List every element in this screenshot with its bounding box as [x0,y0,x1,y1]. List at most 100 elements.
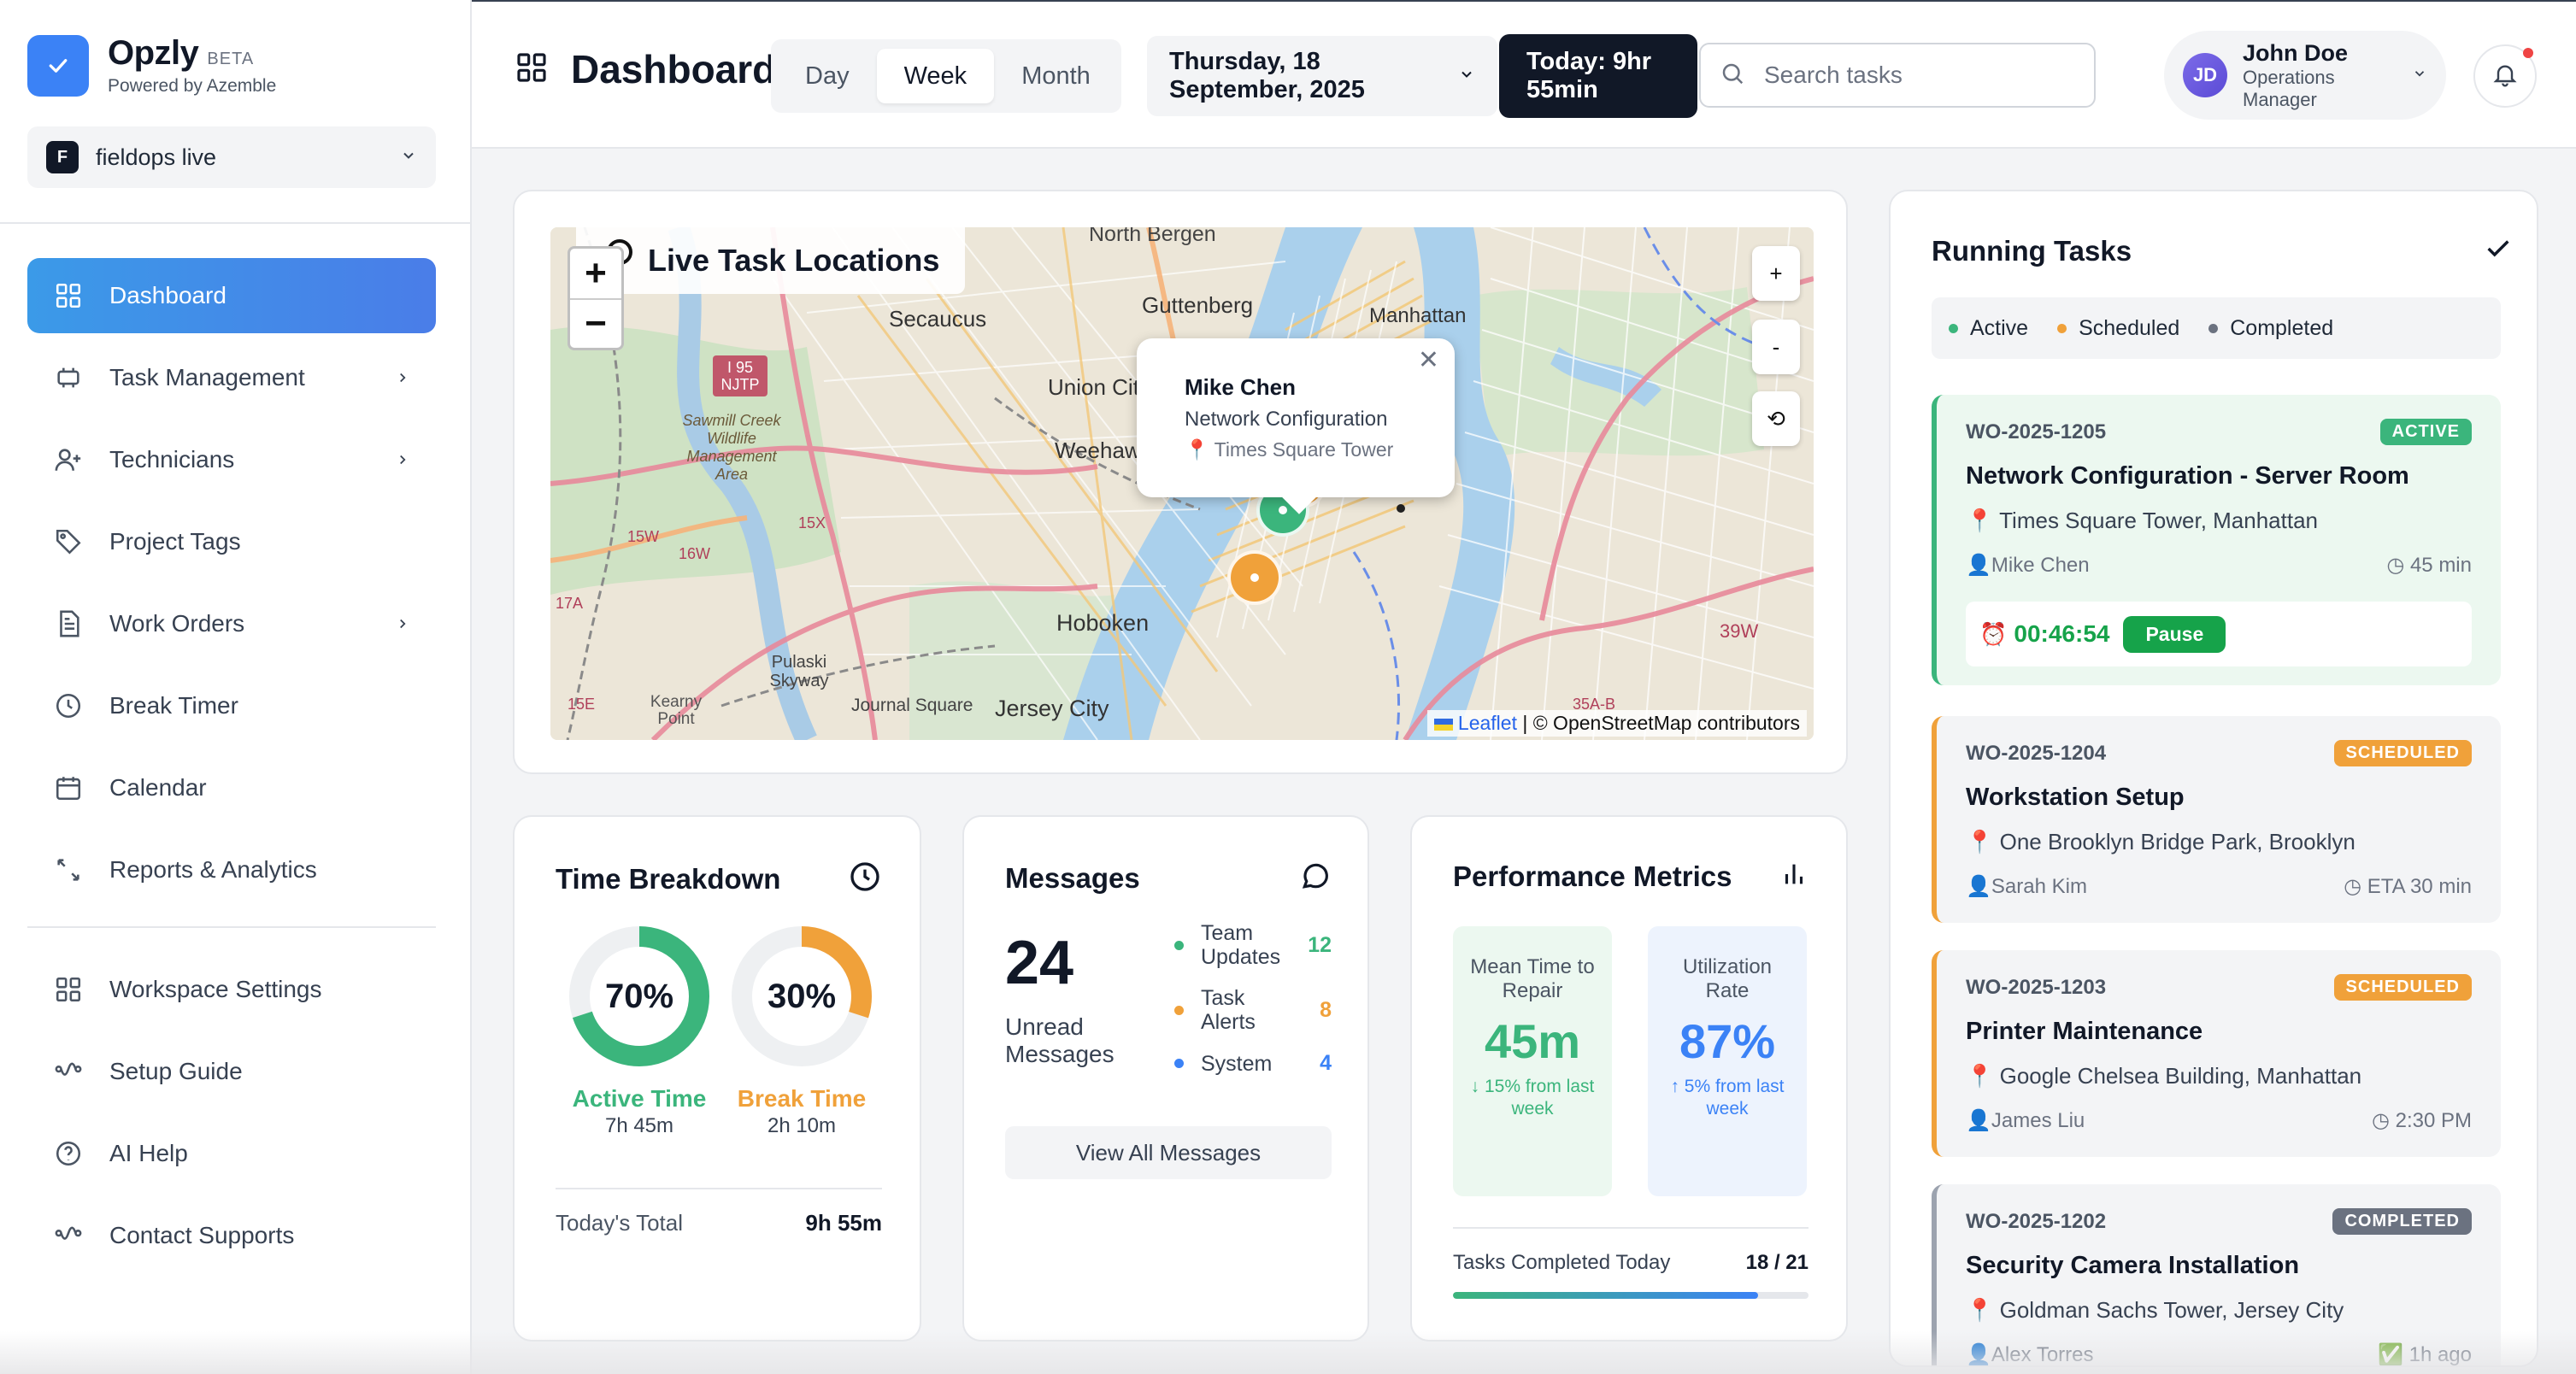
sidebar-item-label: Workspace Settings [109,976,322,1002]
user-name: John Doe [2243,39,2349,66]
map-attribution: Leaflet | © OpenStreetMap contributors [1426,710,1807,737]
sidebar-item-label: Reports & Analytics [109,856,317,883]
workspace-badge: F [46,141,79,173]
map-place-label: Union City [1048,374,1150,400]
user-menu[interactable]: JD John Doe Operations Manager [2164,31,2446,120]
check-icon[interactable] [2484,234,2513,267]
list-item[interactable]: System 4 [1174,1051,1332,1076]
view-switcher: Day Week Month [771,39,1121,113]
grid-icon [53,974,84,1005]
sidebar-item-label: Technicians [109,446,235,473]
list-item[interactable]: Task Alerts 8 [1174,986,1332,1034]
sidebar-item-ai-help[interactable]: AI Help [27,1116,436,1191]
brand[interactable]: Opzly BETA Powered by Azemble [27,34,276,97]
task-marker-scheduled[interactable] [1227,550,1282,605]
zoom-controls: + − [568,246,624,350]
task-location: 📍 Times Square Tower, Manhattan [1966,508,2319,533]
user-icon: 👤 [1966,875,1991,898]
active-time-donut: 70% [568,925,711,1068]
task-title: Printer Maintenance [1966,1018,2203,1045]
sidebar-item-contact-supports[interactable]: Contact Supports [27,1198,436,1273]
list-item[interactable]: Team Updates 12 [1174,921,1332,969]
task-meta: 👤James Liu ◷ 2:30 PM [1966,1109,2472,1132]
map-place-label: Journal Square [851,696,973,715]
sidebar-item-workspace-settings[interactable]: Workspace Settings [27,952,436,1027]
zoom-out-button[interactable]: − [570,298,621,348]
chevron-down-icon [1458,66,1475,87]
view-month-button[interactable]: Month [1021,62,1091,90]
map-road-label: 15E [568,696,596,713]
task-card-active[interactable]: WO-2025-1205 ACTIVE Network Configuratio… [1932,395,2501,685]
active-time-value: 7h 45m [604,1114,674,1137]
task-location: 📍 Goldman Sachs Tower, Jersey City [1966,1297,2344,1323]
map-place-label: Sawmill Creek Wildlife Management Area [682,412,781,483]
plug-icon [53,362,84,393]
close-icon[interactable]: ✕ [1417,346,1439,374]
kpi-label: Utilization Rate [1682,955,1773,1002]
tasks-completed-label: Tasks Completed Today [1453,1251,1671,1274]
clock-icon [53,690,84,721]
task-marker-small[interactable] [1397,504,1405,513]
date-picker[interactable]: Thursday, 18 September, 2025 [1147,36,1497,116]
sidebar-item-label: Project Tags [109,528,241,555]
status-legend: Active Scheduled Completed [1932,297,2501,359]
map-zoom-in-button[interactable]: + [1752,246,1800,301]
sidebar-item-label: Dashboard [109,282,226,308]
document-icon [53,608,84,639]
map-zoom-out-button[interactable]: - [1752,320,1800,374]
pause-button[interactable]: Pause [2123,615,2226,653]
map-place-label: North Bergen [1089,227,1216,246]
kpi-delta: ↓ 15% from last week [1470,1077,1595,1119]
map-place-label: Jersey City [995,696,1109,721]
view-week-button[interactable]: Week [876,49,995,103]
top-header: Dashboard Day Week Month Thursday, 18 Se… [472,0,2576,149]
attribution-text: | © OpenStreetMap contributors [1516,712,1800,734]
sidebar-item-break-timer[interactable]: Break Timer [27,668,436,743]
workspace-switcher[interactable]: F fieldops live [27,126,436,188]
sidebar-divider [27,926,436,928]
search-box[interactable] [1699,43,2096,108]
break-time-donut: 30% [730,925,873,1068]
grid-icon [53,280,84,311]
todays-total-value: 9h 55m [805,1210,882,1236]
sidebar-item-technicians[interactable]: Technicians [27,422,436,497]
avatar: JD [2183,53,2227,97]
tag-icon [53,526,84,557]
task-card-completed[interactable]: WO-2025-1202 COMPLETED Security Camera I… [1932,1184,2501,1365]
sidebar-item-project-tags[interactable]: Project Tags [27,504,436,579]
sidebar-item-dashboard[interactable]: Dashboard [27,258,436,333]
status-dot [1174,1059,1184,1068]
search-input[interactable] [1764,62,2072,89]
sidebar-item-label: Break Timer [109,692,238,719]
card-title: Messages [1005,861,1140,894]
map-road-label: 39W [1720,620,1759,642]
pin-icon: 📍 [1185,438,1209,461]
unread-label: Unread Messages [1005,1013,1115,1067]
sidebar-item-setup-guide[interactable]: Setup Guide [27,1034,436,1109]
calendar-icon [53,772,84,803]
map-view[interactable]: North Bergen Guttenberg Manhattan Secauc… [550,227,1814,740]
leaflet-link[interactable]: Leaflet [1457,712,1517,734]
map-reset-button[interactable]: ⟲ [1752,391,1800,446]
sidebar-item-label: Work Orders [109,610,245,637]
kpi-label: Mean Time to Repair [1470,955,1595,1002]
map-place-label: Pulaski Skyway [769,653,829,690]
zoom-in-button[interactable]: + [585,252,607,294]
view-all-messages-button[interactable]: View All Messages [1005,1126,1332,1179]
check-logo-icon [27,34,89,97]
notifications-button[interactable] [2473,44,2537,108]
sidebar-item-calendar[interactable]: Calendar [27,750,436,825]
task-card-scheduled[interactable]: WO-2025-1203 SCHEDULED Printer Maintenan… [1932,950,2501,1157]
map-place-label: Secaucus [889,306,987,332]
sidebar-item-reports[interactable]: Reports & Analytics [27,832,436,907]
status-badge: SCHEDULED [2333,974,2472,1001]
legend-scheduled: Scheduled [2057,316,2179,341]
sidebar-item-task-management[interactable]: Task Management [27,340,436,415]
sidebar-item-work-orders[interactable]: Work Orders [27,586,436,661]
card-title: Running Tasks [1932,234,2132,267]
task-meta: 👤Mike Chen ◷ 45 min [1966,554,2472,577]
break-time-value: 2h 10m [767,1114,837,1137]
task-card-scheduled[interactable]: WO-2025-1204 SCHEDULED Workstation Setup… [1932,716,2501,923]
view-day-button[interactable]: Day [805,62,850,90]
timer-row: ⏰ 00:46:54 Pause [1966,602,2472,666]
